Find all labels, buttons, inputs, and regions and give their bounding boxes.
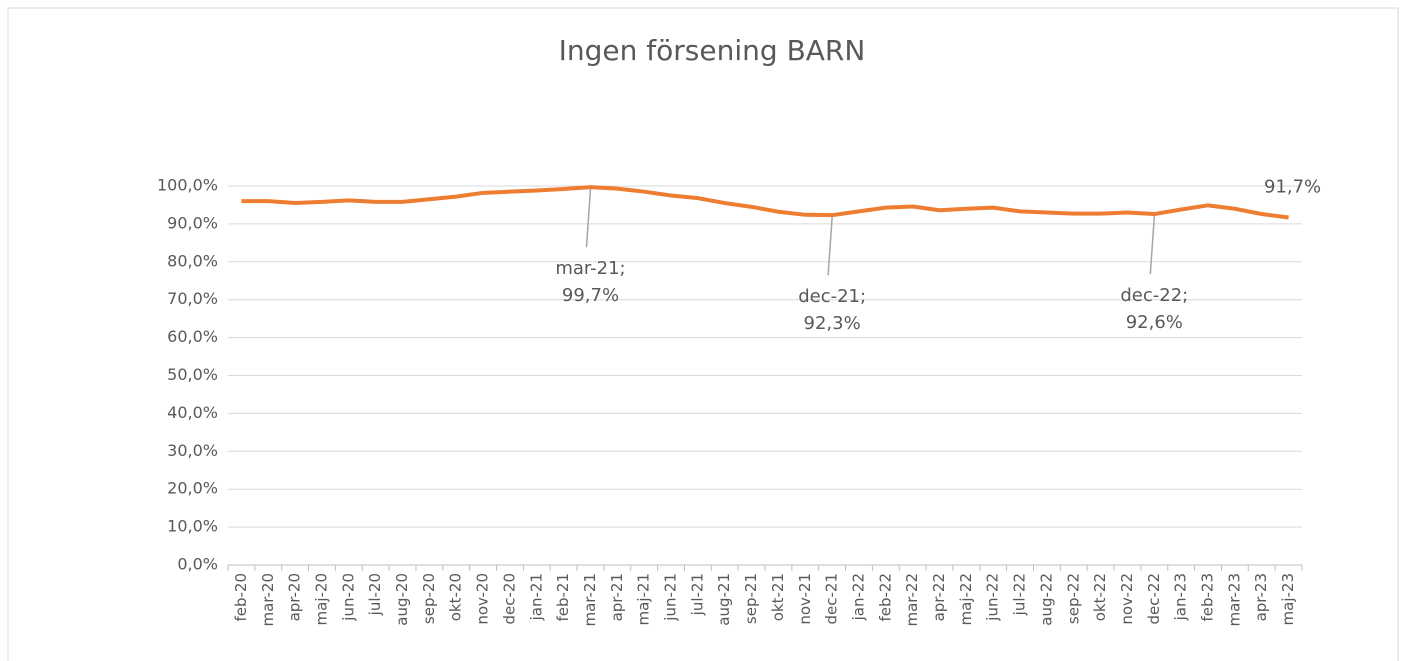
y-tick-label: 20,0% xyxy=(167,479,218,498)
data-label: dec-21; 92,3% xyxy=(798,286,866,334)
x-tick-label: jan-21 xyxy=(527,573,545,621)
leader-line xyxy=(585,189,592,248)
y-tick-label: 50,0% xyxy=(167,365,218,384)
x-tick-label: sep-20 xyxy=(420,573,438,624)
x-tick-label: okt-20 xyxy=(447,573,465,621)
x-tick-label: nov-22 xyxy=(1118,573,1136,625)
y-tick-label: 10,0% xyxy=(167,517,218,536)
x-tick-label: jul-21 xyxy=(688,573,706,616)
data-label: mar-21; 99,7% xyxy=(555,258,625,306)
x-tick-label: jan-22 xyxy=(849,573,867,621)
x-tick-label: maj-23 xyxy=(1279,573,1297,625)
x-tick-label: jul-22 xyxy=(1011,573,1029,616)
x-tick-label: okt-22 xyxy=(1091,573,1109,621)
x-tick-label: aug-20 xyxy=(393,573,411,626)
chart-title: Ingen försening BARN xyxy=(559,34,866,67)
x-tick-label: okt-21 xyxy=(769,573,787,621)
x-tick-label: mar-22 xyxy=(903,573,921,627)
y-tick-label: 60,0% xyxy=(167,327,218,346)
x-tick-label: apr-21 xyxy=(608,573,626,621)
leader-line xyxy=(1149,215,1156,275)
x-tick-label: mar-21 xyxy=(581,573,599,627)
x-tick-label: apr-23 xyxy=(1252,573,1270,621)
x-tick-label: apr-22 xyxy=(930,573,948,621)
x-tick-label: nov-21 xyxy=(796,573,814,625)
x-tick-label: mar-20 xyxy=(259,573,277,627)
y-tick-label: 40,0% xyxy=(167,403,218,422)
x-tick-label: sep-21 xyxy=(742,573,760,624)
x-tick-label: jul-20 xyxy=(366,573,384,616)
x-tick-label: dec-20 xyxy=(500,573,518,625)
y-tick-label: 0,0% xyxy=(177,555,218,574)
chart-border xyxy=(7,7,1399,661)
x-tick-label: feb-23 xyxy=(1199,573,1217,622)
data-label: 91,7% xyxy=(1264,176,1321,197)
x-tick-label: jun-22 xyxy=(984,573,1002,622)
x-tick-label: maj-22 xyxy=(957,573,975,625)
x-tick-label: jan-23 xyxy=(1172,573,1190,621)
x-tick-label: dec-21 xyxy=(823,573,841,625)
x-tick-label: feb-21 xyxy=(554,573,572,622)
leader-line xyxy=(827,217,833,276)
x-tick-label: apr-20 xyxy=(286,573,304,621)
x-tick-label: sep-22 xyxy=(1064,573,1082,624)
x-tick-label: nov-20 xyxy=(474,573,492,625)
y-tick-label: 80,0% xyxy=(167,251,218,270)
y-tick-label: 100,0% xyxy=(157,176,218,195)
y-tick-label: 70,0% xyxy=(167,289,218,308)
x-tick-label: mar-23 xyxy=(1225,573,1243,627)
x-tick-label: feb-22 xyxy=(876,573,894,622)
x-tick-label: jun-21 xyxy=(662,573,680,622)
x-tick-label: aug-22 xyxy=(1037,573,1055,626)
line-series xyxy=(241,185,1289,220)
x-tick-label: dec-22 xyxy=(1145,573,1163,625)
y-tick-label: 90,0% xyxy=(167,213,218,232)
x-tick-label: jun-20 xyxy=(339,573,357,622)
x-tick-label: aug-21 xyxy=(715,573,733,626)
x-tick-label: feb-20 xyxy=(232,573,250,622)
data-label: dec-22; 92,6% xyxy=(1120,285,1188,333)
y-tick-label: 30,0% xyxy=(167,441,218,460)
x-tick-label: maj-21 xyxy=(635,573,653,625)
x-tick-label: maj-20 xyxy=(312,573,330,625)
